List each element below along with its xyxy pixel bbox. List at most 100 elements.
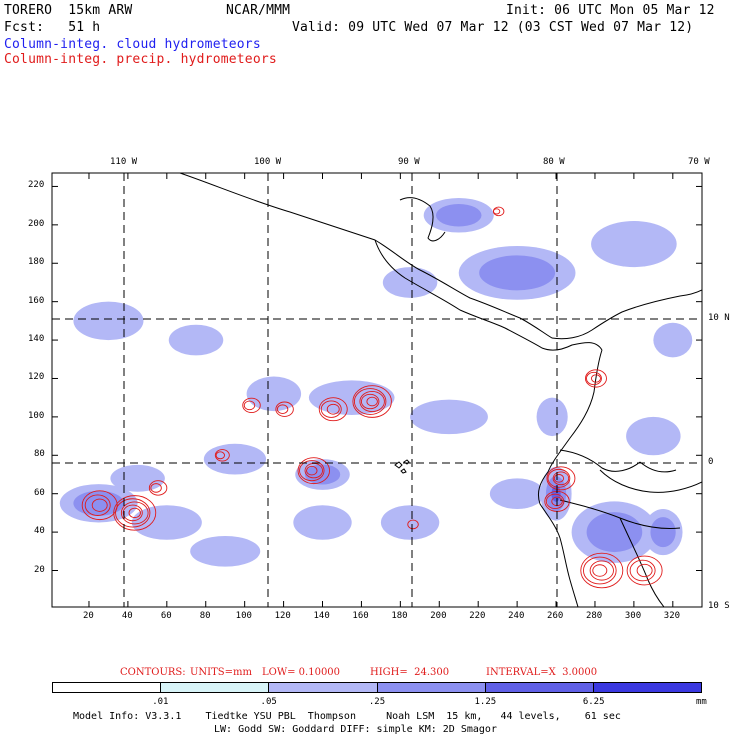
precip-contour-0-ring-2	[115, 498, 151, 528]
precip-contour-13-ring-3	[636, 563, 653, 578]
precip-contour-9-ring-3	[591, 374, 601, 383]
model-info-line1: Model Info: V3.3.1 Tiedtke YSU PBL Thomp…	[73, 711, 621, 722]
precip-contour-7-ring-2	[243, 400, 256, 411]
y-tick-label: 140	[28, 334, 45, 345]
cloud-patch-19-level-1	[190, 535, 261, 567]
cloud-patch-11-level-1	[591, 221, 677, 268]
coastline-yucatan	[399, 197, 446, 242]
longitude-label: 70 W	[688, 157, 710, 167]
precip-contour-5-ring-5	[366, 396, 378, 407]
x-tick-label: 80	[199, 611, 211, 621]
y-tick-label: 20	[34, 564, 45, 575]
y-tick-label: 220	[28, 180, 45, 191]
forecast-hour: Fcst: 51 h	[4, 20, 101, 35]
cloud-patch-16-level-2	[586, 512, 643, 553]
contour-interval: INTERVAL=X 3.0000	[486, 667, 598, 678]
valid-time: Valid: 09 UTC Wed 07 Mar 12 (03 CST Wed …	[292, 20, 694, 35]
cloud-patch-23-level-1	[653, 322, 693, 358]
y-tick-label: 100	[28, 410, 45, 421]
x-tick-label: 160	[352, 611, 369, 621]
model-title: TORERO 15km ARW	[4, 3, 133, 18]
colorbar-label: .25	[368, 697, 386, 707]
contour-high: HIGH= 24.300	[370, 667, 450, 678]
coastline-pacific	[374, 239, 603, 351]
cloud-patch-15-level-1	[168, 324, 224, 356]
contour-label: CONTOURS:	[120, 667, 186, 678]
precip-contour-4-ring-4	[306, 465, 318, 476]
border-2	[599, 469, 702, 493]
cloud-patch-10-level-2	[479, 255, 556, 291]
x-tick-label: 20	[82, 611, 94, 621]
y-tick-label: 40	[34, 526, 45, 537]
precip-contour-13-ring-1	[626, 555, 663, 586]
cloud-patch-13-level-1	[382, 267, 438, 298]
init-time: Init: 06 UTC Mon 05 Mar 12	[506, 3, 715, 18]
precip-contour-8-ring-1	[275, 401, 294, 417]
galapagos-3	[400, 468, 407, 474]
cloud-patch-17-level-1	[626, 416, 681, 456]
precip-contour-1-ring-2	[84, 494, 111, 516]
precip-contour-6-ring-3	[326, 403, 340, 415]
precip-contour-5-ring-2	[353, 388, 387, 415]
colorbar	[52, 682, 702, 693]
longitude-label: 110 W	[110, 157, 138, 167]
y-tick-label: 120	[28, 372, 45, 383]
colorbar-label: 1.25	[474, 697, 497, 707]
contour-units: UNITS=mm	[190, 667, 252, 678]
precip-contour-8-ring-2	[276, 404, 289, 414]
contour-low: LOW= 0.10000	[262, 667, 341, 678]
legend-cloud: Column-integ. cloud hydrometeors	[4, 37, 261, 52]
y-tick-label: 160	[28, 295, 45, 306]
longitude-label: 100 W	[254, 157, 282, 167]
model-info-line2: LW: Godd SW: Goddard DIFF: simple KM: 2D…	[214, 724, 497, 735]
x-tick-label: 200	[430, 611, 447, 621]
precip-contour-4-ring-2	[299, 460, 325, 482]
precip-contour-6-ring-2	[320, 400, 342, 418]
cloud-patch-20-level-1	[489, 478, 545, 510]
precip-contour-3-ring-1	[214, 449, 230, 462]
precip-contour-7-ring-1	[242, 397, 261, 414]
precip-contour-5-ring-1	[352, 385, 392, 418]
colorbar-label: .01	[152, 697, 169, 707]
precip-contour-12-ring-4	[592, 564, 608, 577]
precip-contour-11-ring-2	[545, 493, 565, 510]
longitude-label: 90 W	[398, 157, 420, 167]
x-tick-label: 100	[235, 611, 252, 621]
precip-contour-12-ring-2	[583, 556, 617, 585]
precip-contour-10-ring-4	[553, 474, 565, 483]
axis-ticks	[52, 173, 702, 607]
cloud-patch-3-level-1	[203, 443, 267, 475]
precip-contour-9-ring-2	[586, 371, 602, 386]
precip-contour-5-ring-3	[359, 390, 385, 413]
legend-precip: Column-integ. precip. hydrometeors	[4, 52, 277, 67]
precip-contour-10-ring-3	[552, 471, 570, 486]
precip-contour-4-ring-1	[297, 457, 330, 485]
longitude-label: 80 W	[543, 157, 565, 167]
x-tick-label: 300	[624, 611, 642, 621]
precip-contour-13-ring-2	[629, 559, 656, 582]
precip-contour-1-ring-1	[81, 490, 118, 521]
colorbar-bin-5	[593, 683, 702, 692]
center-label: NCAR/MMM	[226, 3, 291, 18]
precip-contour-2-ring-2	[150, 483, 162, 493]
precip-contour-10-ring-1	[546, 466, 576, 491]
precip-contours	[81, 206, 663, 589]
y-tick-label: 200	[28, 218, 45, 229]
x-tick-label: 320	[663, 611, 681, 621]
cloud-patch-22-level-2	[650, 517, 676, 548]
colorbar-label: .05	[260, 697, 277, 707]
x-tick-label: 140	[313, 611, 330, 621]
cloud-patch-14-level-1	[73, 301, 144, 341]
x-tick-label: 260	[547, 611, 564, 621]
colorbar-bin-0	[53, 683, 162, 692]
cloud-patch-6-level-2	[304, 464, 341, 485]
precip-contour-3-ring-2	[215, 451, 225, 460]
precip-contour-12-ring-3	[589, 560, 614, 581]
cloud-patch-9-level-1	[410, 399, 488, 435]
precip-contour-10-ring-2	[547, 468, 571, 488]
latitude-label: 10 S	[708, 601, 730, 611]
colorbar-label: 6.25	[582, 697, 605, 707]
precip-contour-9-ring-1	[585, 369, 607, 388]
x-tick-label: 40	[121, 611, 133, 621]
